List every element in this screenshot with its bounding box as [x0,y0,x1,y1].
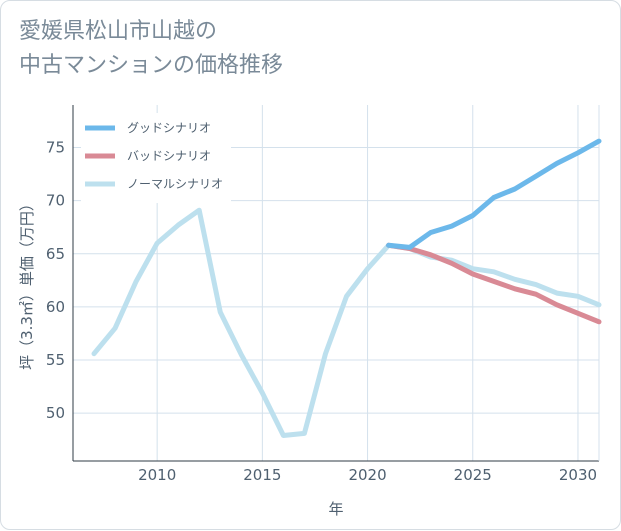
y-tick-label: 75 [46,139,65,157]
y-tick-label: 55 [46,351,65,369]
chart-title-line-2: 中古マンションの価格推移 [19,53,284,78]
chart-title: 愛媛県松山市山越の 中古マンションの価格推移 [19,15,283,83]
plot-frame [72,105,600,462]
x-tick-label: 2025 [454,466,492,484]
y-tick-label: 60 [46,298,65,316]
series-line-0 [386,138,602,250]
legend-label-2: ノーマルシナリオ [127,177,223,191]
series-line-2 [91,207,602,438]
y-axis-title: 坪（3.3㎡）単価（万円） [18,196,36,370]
x-tick-label: 2030 [559,466,597,484]
y-tick-label: 65 [46,245,65,263]
x-tick-label: 2010 [138,466,176,484]
x-axis-title: 年 [328,500,343,518]
legend-label-1: バッドシナリオ [127,149,211,163]
y-tick-label: 70 [46,192,65,210]
chart-title-line-1: 愛媛県松山市山越の [19,19,218,44]
y-tick-label: 50 [46,404,65,422]
grid-lines [73,105,599,461]
x-tick-label: 2015 [243,466,281,484]
series-lines [91,138,602,438]
legend-label-0: グッドシナリオ [127,121,211,135]
series-line-1 [386,242,602,325]
tick-labels: 50 55 60 65 70 75 2010 2015 2020 2025 2030 [46,139,597,484]
x-tick-label: 2020 [348,466,386,484]
